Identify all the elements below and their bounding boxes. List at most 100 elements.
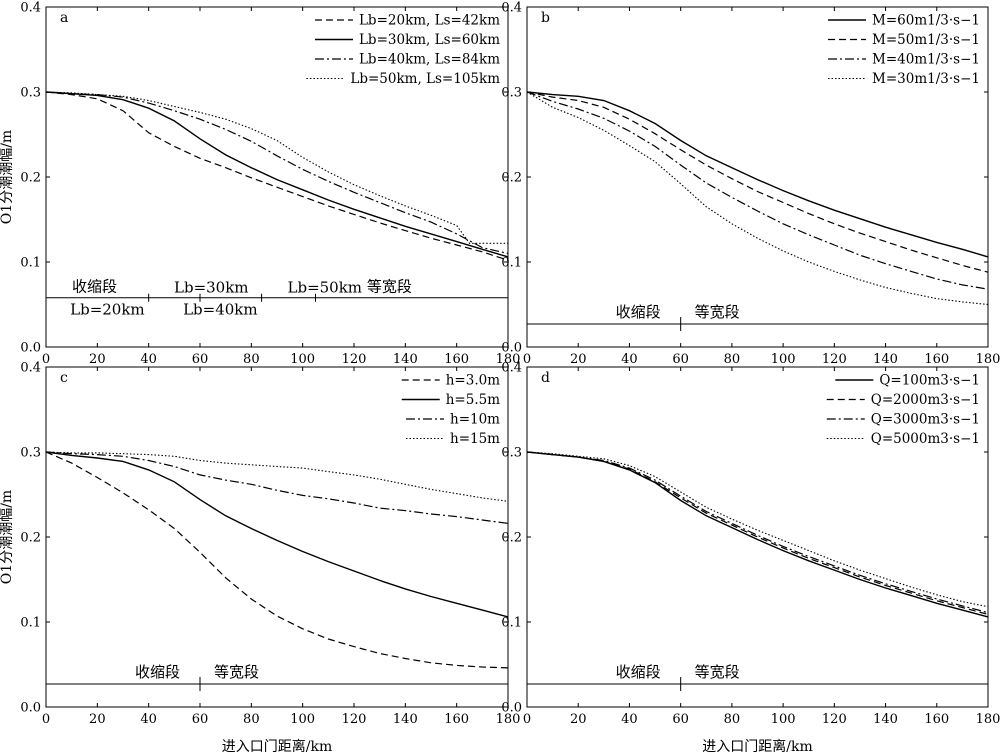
- x-tick-label: 140: [873, 352, 898, 367]
- series-line: [526, 451, 989, 608]
- x-tick-label: 140: [393, 712, 418, 727]
- y-axis-label: O1分潮潮幅/m: [0, 490, 15, 584]
- x-axis-label: 进入口门距离/km: [222, 738, 332, 754]
- series-line: [45, 91, 509, 258]
- x-tick-label: 160: [444, 352, 469, 367]
- legend-entry: Q=3000m3·s−1: [871, 412, 980, 428]
- legend-entry: Lb=40km, Ls=84km: [359, 52, 500, 68]
- region-label-uniform: 等宽段: [367, 278, 412, 296]
- y-tick-label: 0.0: [20, 701, 41, 716]
- y-tick-label: 0.2: [501, 531, 522, 546]
- panel-letter: b: [541, 10, 550, 26]
- x-tick-label: 120: [822, 712, 847, 727]
- x-tick-label: 60: [192, 712, 209, 727]
- x-tick-label: 0: [42, 352, 50, 367]
- legend-entry: h=15m: [450, 431, 500, 447]
- x-tick-label: 40: [621, 712, 638, 727]
- y-tick-label: 0.3: [501, 86, 522, 101]
- x-axis-label: 进入口门距离/km: [702, 738, 812, 754]
- region-label-converging: 收缩段: [135, 663, 180, 681]
- y-tick-label: 0.2: [501, 171, 522, 186]
- series-line: [45, 451, 509, 669]
- boundary-label: Lb=30km: [174, 279, 249, 297]
- series-line: [45, 451, 509, 502]
- region-label-uniform: 等宽段: [695, 303, 740, 321]
- legend-entry: Q=100m3·s−1: [879, 373, 980, 389]
- x-tick-label: 80: [243, 712, 260, 727]
- x-tick-label: 100: [290, 712, 315, 727]
- y-tick-label: 0.2: [20, 171, 41, 186]
- x-tick-label: 0: [523, 712, 531, 727]
- region-label-uniform: 等宽段: [695, 663, 740, 681]
- legend-entry: Lb=20km, Ls=42km: [359, 13, 500, 29]
- x-tick-label: 180: [976, 352, 1000, 367]
- series-line: [45, 451, 509, 618]
- y-tick-label: 0.1: [20, 256, 41, 271]
- x-tick-label: 20: [89, 352, 106, 367]
- y-tick-label: 0.1: [20, 616, 41, 631]
- y-tick-label: 0.3: [20, 446, 41, 461]
- series-line: [526, 91, 989, 306]
- x-tick-label: 120: [822, 352, 847, 367]
- panel-d: 0 20 40 60 80 100 120 140 160 180 0.0 0.1 0.2 0.3 0.4 d…: [501, 361, 1000, 754]
- legend-entry: M=50m1/3·s−1: [872, 32, 980, 48]
- legend-entry: Q=5000m3·s−1: [871, 431, 980, 447]
- x-tick-label: 100: [290, 352, 315, 367]
- y-tick-label: 0.4: [501, 361, 522, 376]
- legend-entry: M=30m1/3·s−1: [872, 71, 980, 87]
- x-tick-label: 180: [976, 712, 1000, 727]
- x-tick-label: 100: [771, 712, 796, 727]
- x-tick-label: 0: [523, 352, 531, 367]
- x-tick-label: 80: [724, 352, 741, 367]
- y-tick-label: 0.3: [20, 86, 41, 101]
- y-tick-label: 0.2: [20, 531, 41, 546]
- region-label-converging: 收缩段: [616, 303, 661, 321]
- series-line: [526, 451, 989, 618]
- x-tick-label: 160: [444, 712, 469, 727]
- x-tick-label: 100: [771, 352, 796, 367]
- y-tick-label: 0.1: [501, 616, 522, 631]
- y-tick-label: 0.4: [501, 1, 522, 16]
- region-label-uniform: 等宽段: [214, 663, 259, 681]
- legend-entry: Q=2000m3·s−1: [871, 392, 980, 408]
- y-tick-label: 0.0: [501, 341, 522, 356]
- x-tick-label: 180: [496, 352, 521, 367]
- legend-entry: M=40m1/3·s−1: [872, 52, 980, 68]
- x-tick-label: 20: [570, 352, 587, 367]
- region-label-converging: 收缩段: [616, 663, 661, 681]
- series-line: [45, 91, 508, 244]
- panel-b: 0 20 40 60 80 100 120 140 160 180 0.0 0.1 0.2 0.3 0.4 b…: [501, 1, 1000, 368]
- legend-entry: h=3.0m: [446, 373, 500, 389]
- x-tick-label: 20: [570, 712, 587, 727]
- series-line: [45, 91, 509, 261]
- y-tick-label: 0.0: [20, 341, 41, 356]
- series-line: [526, 91, 989, 273]
- x-tick-label: 80: [724, 712, 741, 727]
- series-line: [526, 91, 989, 290]
- plot-frame: [45, 366, 509, 708]
- x-tick-label: 40: [140, 712, 157, 727]
- region-label-converging: 收缩段: [72, 278, 117, 296]
- x-tick-label: 40: [621, 352, 638, 367]
- panel-letter: a: [60, 10, 68, 26]
- x-tick-label: 160: [924, 352, 949, 367]
- y-tick-label: 0.3: [501, 446, 522, 461]
- panel-letter: d: [541, 370, 550, 386]
- boundary-label: Lb=40km: [183, 301, 258, 319]
- x-tick-label: 60: [672, 712, 689, 727]
- panel-c: 0 20 40 60 80 100 120 140 160 1800.00.10.20.30.4c…: [0, 361, 520, 754]
- x-tick-label: 40: [140, 352, 157, 367]
- y-tick-label: 0.0: [501, 701, 522, 716]
- x-tick-label: 0: [42, 712, 50, 727]
- legend-entry: h=5.5m: [446, 392, 500, 408]
- y-axis-label: O1分潮潮幅/m: [0, 130, 15, 224]
- series-line: [526, 91, 989, 258]
- x-tick-label: 140: [873, 712, 898, 727]
- y-tick-label: 0.4: [20, 361, 41, 376]
- series-line: [526, 451, 989, 614]
- y-tick-label: 0.4: [20, 1, 41, 16]
- boundary-label: Lb=50km: [288, 279, 363, 297]
- legend-entry: Lb=30km, Ls=60km: [359, 32, 500, 48]
- x-tick-label: 160: [924, 712, 949, 727]
